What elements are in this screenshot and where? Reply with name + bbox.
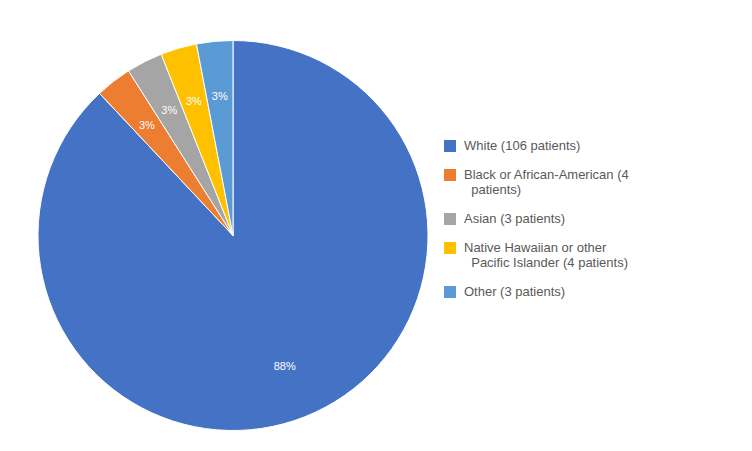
svg-text:3%: 3% [139, 119, 155, 131]
html-text:Black or African-American (4: Black or African-American (4 [464, 167, 629, 182]
html-text:Native Hawaiian or other: Native Hawaiian or other [464, 240, 607, 255]
html-text:Asian (3 patients): Asian (3 patients) [464, 211, 566, 226]
html-text:Pacific Islander (4 patients): Pacific Islander (4 patients) [464, 255, 628, 270]
svg-text:3%: 3% [161, 104, 177, 116]
html-text:patients): patients) [464, 182, 522, 197]
svg-text:88%: 88% [274, 360, 296, 372]
svg-text:3%: 3% [212, 90, 228, 102]
svg-text:3%: 3% [186, 95, 202, 107]
html-text:Other (3 patients): Other (3 patients) [464, 284, 566, 299]
html-text:White (106 patients): White (106 patients) [464, 138, 581, 153]
